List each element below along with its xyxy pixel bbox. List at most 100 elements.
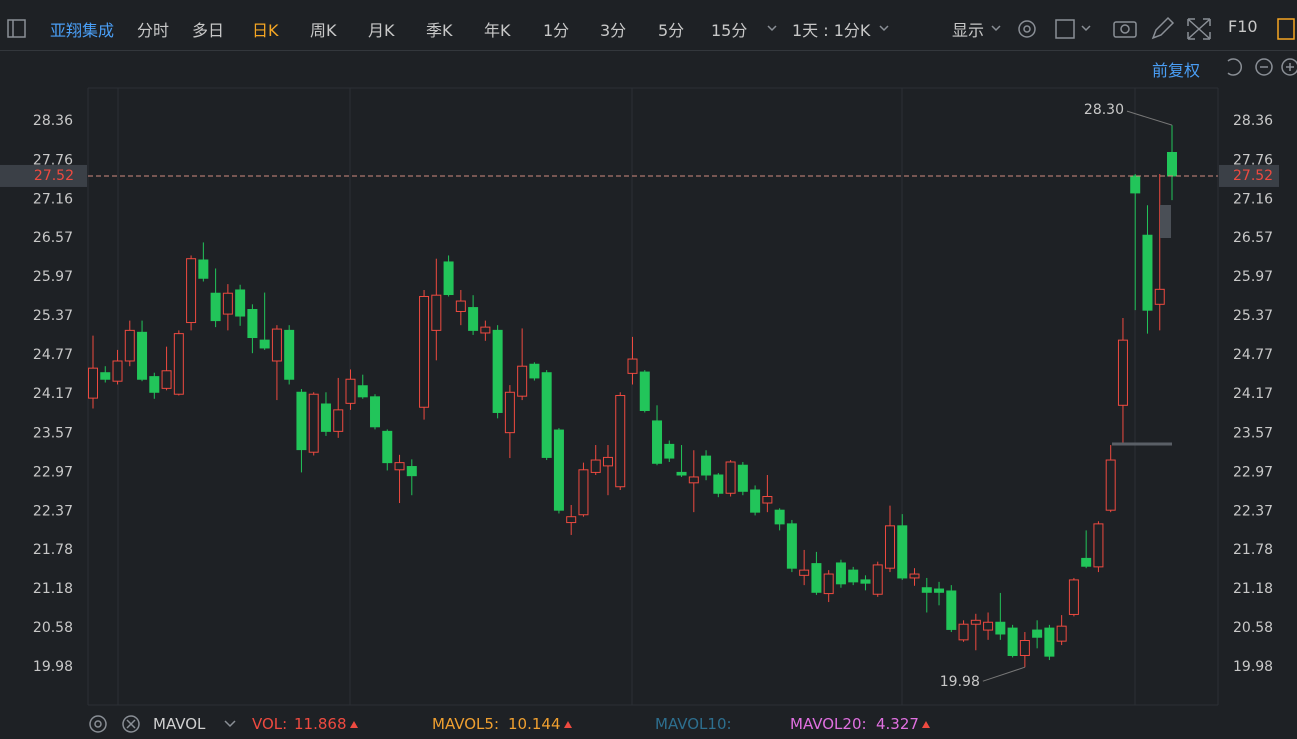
period-tab[interactable]: 5分 <box>658 21 685 40</box>
candle-body <box>921 587 932 593</box>
candle-body <box>1142 234 1153 311</box>
interval-select[interactable]: 1天 : 1分K <box>792 21 871 40</box>
y-tick-label: 20.58 <box>1233 620 1273 636</box>
candle-body <box>590 459 601 473</box>
candle-body <box>124 329 135 362</box>
candle-body <box>284 329 295 380</box>
y-tick-label: 26.57 <box>33 230 73 246</box>
period-tab[interactable]: 季K <box>426 21 453 40</box>
candle-body <box>1154 288 1165 305</box>
candle-body <box>173 333 184 395</box>
candle-body <box>713 474 724 494</box>
candle-body <box>578 469 589 516</box>
y-tick-label: 20.58 <box>33 620 73 636</box>
candle-body <box>983 621 994 631</box>
adjust-mode[interactable]: 前复权 <box>1152 61 1201 80</box>
candle-body <box>1130 175 1141 194</box>
candle-body <box>271 328 282 362</box>
period-tab[interactable]: 周K <box>310 21 337 40</box>
candle-body <box>517 365 528 397</box>
y-tick-label: 25.97 <box>33 269 73 285</box>
mavol20-value: 4.327 <box>876 715 919 733</box>
candle-body <box>198 259 209 279</box>
stock-name[interactable]: 亚翔集成 <box>50 21 115 40</box>
candle-body <box>664 443 675 459</box>
y-tick-label: 28.36 <box>33 113 73 129</box>
period-tab[interactable]: 15分 <box>711 21 748 40</box>
candle-body <box>823 573 834 595</box>
candle-body <box>1093 523 1104 568</box>
y-tick-label: 21.78 <box>33 542 73 558</box>
candle-body <box>1081 557 1092 567</box>
candle-body <box>259 339 270 349</box>
candle-body <box>320 403 331 432</box>
candle-body <box>970 619 981 625</box>
display-menu[interactable]: 显示 <box>952 21 985 40</box>
period-tab[interactable]: 3分 <box>600 21 627 40</box>
candle-body <box>958 623 969 641</box>
candle-body <box>308 393 319 453</box>
candle-body <box>1167 152 1177 177</box>
max-label: 28.30 <box>1084 102 1124 118</box>
min-leader <box>982 666 1026 682</box>
candle-body <box>1044 627 1055 657</box>
candle-body <box>688 476 699 484</box>
indicator-name[interactable]: MAVOL <box>153 715 206 733</box>
candle-body <box>88 367 98 399</box>
candle-body <box>492 329 503 413</box>
candle-body <box>860 579 871 584</box>
candle-body <box>1056 625 1067 642</box>
period-tab[interactable]: 年K <box>484 21 511 40</box>
y-tick-label: 26.57 <box>1233 230 1273 246</box>
candle-body <box>848 569 859 583</box>
candle-body <box>701 455 712 476</box>
y-tick-label: 22.97 <box>33 464 73 480</box>
period-tab[interactable]: 日K <box>252 21 279 40</box>
period-tab[interactable]: 分时 <box>137 21 170 40</box>
candle-body <box>566 516 577 524</box>
candle-body <box>137 331 148 380</box>
candle-body <box>1105 459 1116 511</box>
undo-icon[interactable] <box>1227 58 1243 76</box>
price-tag <box>0 164 87 187</box>
mavol20-label: MAVOL20: <box>790 715 867 733</box>
zoom-out-icon[interactable] <box>1255 58 1273 76</box>
toolbar: 亚翔集成 分时 多日 日K 周K 月K 季K 年K 1分 3分 5分 15分 1… <box>0 0 1297 51</box>
candle-body <box>1007 627 1018 656</box>
last-price-label: 27.52 <box>34 168 74 184</box>
candle-body <box>235 289 246 317</box>
candle-body <box>897 525 908 579</box>
y-tick-label: 25.37 <box>33 308 73 324</box>
candle-body <box>186 258 197 324</box>
drawing-box[interactable] <box>1160 205 1171 238</box>
period-tab[interactable]: 1分 <box>543 21 570 40</box>
candle-body <box>872 564 883 595</box>
candle-body <box>431 294 442 331</box>
candle-body <box>443 261 454 296</box>
y-tick-label: 22.37 <box>1233 503 1273 519</box>
candle-body <box>602 456 613 467</box>
candle-body <box>112 360 123 382</box>
price-tag <box>1219 164 1279 187</box>
candle-body <box>615 395 626 488</box>
candle-body <box>774 509 785 525</box>
candle-body <box>946 590 957 630</box>
period-tab[interactable]: 月K <box>368 21 395 40</box>
zoom-in-icon[interactable] <box>1281 58 1297 76</box>
candle-body <box>676 471 687 476</box>
y-tick-label: 19.98 <box>1233 659 1273 675</box>
min-label: 19.98 <box>940 674 980 690</box>
candle-body <box>737 464 748 492</box>
indicator-bar: MAVOL VOL: 11.868 MAVOL5: 10.144 MAVOL10… <box>0 714 1297 739</box>
candle-body <box>480 326 491 334</box>
candle-body <box>394 462 405 471</box>
mavol5-label: MAVOL5: <box>432 715 500 733</box>
last-price-label: 27.52 <box>1233 168 1273 184</box>
candle-body <box>909 573 920 579</box>
f10-button[interactable]: F10 <box>1228 17 1258 36</box>
y-tick-label: 23.57 <box>1233 425 1273 441</box>
y-tick-label: 27.16 <box>33 191 73 207</box>
candle-body <box>149 376 160 393</box>
y-tick-label: 27.76 <box>1233 152 1273 168</box>
period-tab[interactable]: 多日 <box>192 21 225 40</box>
